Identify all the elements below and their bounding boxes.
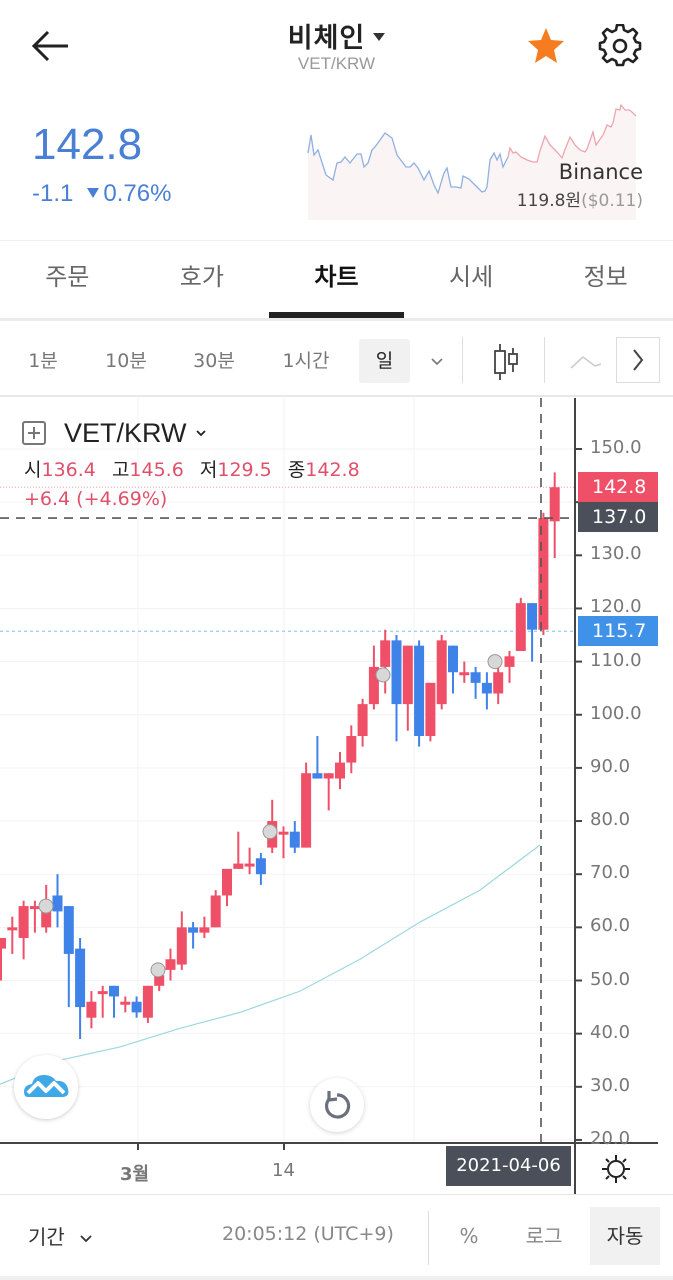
tab-order[interactable]: 주문 — [45, 263, 90, 291]
interval-day[interactable]: 일 — [359, 339, 410, 383]
chart-type-button[interactable] — [484, 339, 528, 383]
change-percent: 0.76% — [103, 180, 172, 207]
interval-10min[interactable]: 10분 — [105, 350, 147, 372]
y-axis-label: 100.0 — [590, 702, 642, 724]
tab-bar: 주문 호가 차트 시세 정보 — [0, 246, 673, 318]
y-axis-label: 110.0 — [590, 649, 642, 671]
ohlc-legend: 시136.4 고145.6 저129.5 종142.8 — [24, 455, 370, 482]
coin-name: 비체인 — [287, 23, 366, 54]
pair-label: VET/KRW — [297, 54, 376, 73]
percent-scale-button[interactable]: % — [459, 1224, 479, 1248]
favorite-button[interactable] — [524, 24, 568, 68]
interval-30min[interactable]: 30분 — [193, 350, 235, 372]
refresh-icon — [325, 1091, 351, 1119]
y-axis-label: 70.0 — [590, 862, 631, 884]
divider — [428, 1211, 429, 1265]
crosshair-date-badge: 2021-04-06 — [446, 1146, 571, 1186]
chevron-down-icon — [431, 357, 443, 365]
y-axis-label: 60.0 — [590, 915, 631, 937]
low-label: 저 — [199, 459, 218, 481]
candlestick-chart[interactable] — [0, 398, 673, 1194]
settings-button[interactable] — [598, 23, 642, 68]
open-label: 시 — [24, 459, 42, 481]
divider — [0, 318, 673, 321]
y-axis-label: 20.0 — [590, 1127, 631, 1149]
tab-info[interactable]: 정보 — [583, 263, 628, 291]
server-time: 20:05:12 (UTC+9) — [222, 1223, 394, 1245]
exchange-price: 119.8원($0.11) — [517, 186, 643, 211]
back-button[interactable] — [28, 24, 76, 68]
add-symbol-icon[interactable] — [22, 421, 46, 445]
y-axis-label: 80.0 — [590, 809, 631, 831]
interval-1hour[interactable]: 1시간 — [282, 350, 330, 372]
high-label: 고 — [111, 459, 130, 481]
indicator-button[interactable] — [564, 339, 608, 383]
divider — [544, 337, 545, 383]
period-selector[interactable]: 기간 — [28, 1221, 93, 1250]
x-axis-label: 3월 — [120, 1164, 150, 1185]
exchange-price-usd: ($0.11) — [581, 191, 643, 211]
chart-footer: 기간 20:05:12 (UTC+9) % 로그 자동 — [0, 1194, 673, 1280]
close-value: 142.8 — [305, 459, 360, 481]
coin-selector[interactable]: 비체인 — [0, 16, 673, 55]
tab-chart[interactable]: 차트 — [269, 246, 404, 318]
reference-price-badge: 115.7 — [578, 616, 658, 646]
gear-icon — [598, 23, 642, 67]
sparkline-chart — [307, 103, 637, 220]
close-label: 종 — [287, 459, 306, 481]
caret-down-icon — [373, 33, 386, 41]
current-price-badge: 142.8 — [578, 472, 658, 502]
interval-toolbar: 1분 10분 30분 1시간 일 — [0, 321, 673, 397]
interval-dropdown[interactable] — [420, 339, 454, 383]
reset-chart-button[interactable] — [310, 1078, 364, 1132]
period-label: 기간 — [28, 1225, 65, 1249]
tradingview-button[interactable] — [14, 1055, 78, 1119]
tab-orderbook[interactable]: 호가 — [179, 263, 224, 291]
tab-market[interactable]: 시세 — [448, 263, 494, 291]
y-axis-label: 90.0 — [590, 755, 631, 777]
divider — [462, 337, 463, 383]
scroll-next-button[interactable] — [616, 337, 660, 383]
divider — [0, 1276, 673, 1280]
log-scale-button[interactable]: 로그 — [525, 1224, 563, 1248]
y-axis-label: 130.0 — [590, 543, 642, 565]
divider — [0, 240, 673, 241]
interval-1min[interactable]: 1분 — [28, 350, 58, 372]
chart-symbol[interactable]: VET/KRW — [64, 417, 187, 448]
y-axis-label: 150.0 — [590, 437, 642, 458]
x-axis-label: 14 — [272, 1160, 295, 1181]
current-price: 142.8 — [32, 120, 143, 169]
y-axis-label: 30.0 — [590, 1074, 631, 1096]
crosshair-price-badge: 137.0 — [578, 502, 658, 532]
y-axis-label: 50.0 — [590, 968, 631, 990]
sun-gear-icon — [602, 1155, 630, 1183]
star-icon — [528, 28, 564, 63]
arrow-left-icon — [31, 30, 68, 62]
cloud-chart-icon — [24, 1075, 69, 1097]
line-chart-icon — [570, 355, 602, 369]
exchange-name: Binance — [558, 160, 643, 184]
candlestick-icon — [494, 343, 518, 380]
exchange-price-krw: 119.8원 — [516, 191, 582, 211]
chevron-down-icon — [80, 1234, 92, 1242]
chart-settings-button[interactable] — [601, 1154, 631, 1184]
price-change: -1.1 0.76% — [32, 180, 171, 208]
open-value: 136.4 — [41, 459, 96, 481]
y-axis-label: 40.0 — [590, 1021, 631, 1043]
change-amount: -1.1 — [32, 180, 74, 207]
triangle-down-icon — [87, 188, 100, 198]
high-value: 145.6 — [129, 459, 184, 481]
auto-scale-button[interactable]: 자동 — [590, 1207, 660, 1265]
chevron-right-icon — [633, 349, 644, 371]
chevron-down-icon[interactable] — [195, 427, 207, 439]
symbol-row: VET/KRW — [22, 416, 207, 450]
y-axis-label: 120.0 — [590, 596, 642, 618]
low-value: 129.5 — [217, 459, 272, 481]
candle-change: +6.4 (+4.69%) — [24, 488, 168, 510]
